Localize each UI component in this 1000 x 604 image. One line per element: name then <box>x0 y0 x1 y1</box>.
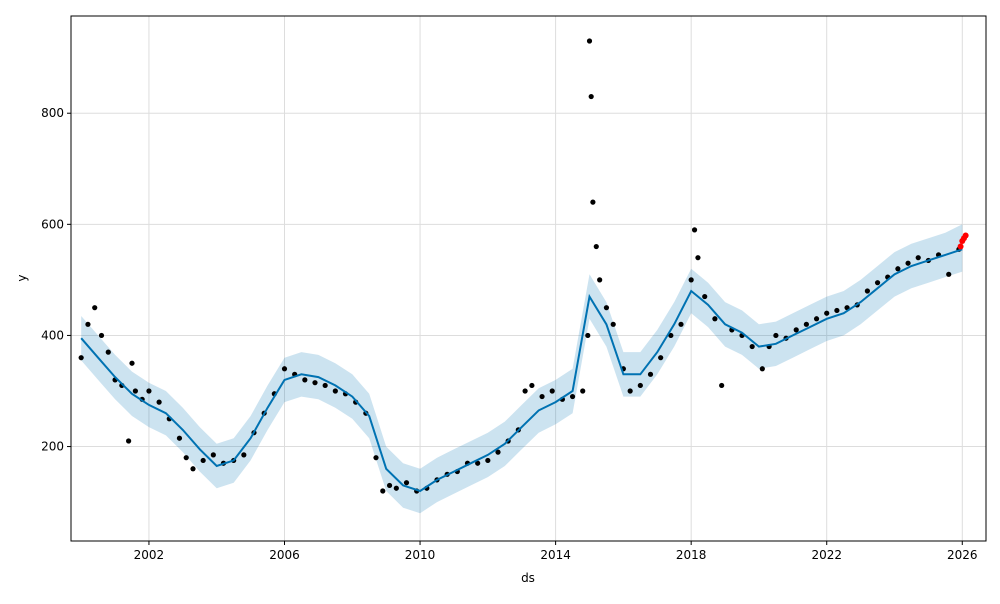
plot-frame <box>70 15 987 542</box>
y-tick-label: 800 <box>41 106 64 120</box>
observed-point <box>281 366 288 372</box>
observed-point <box>146 388 152 394</box>
y-axis-label: y <box>15 274 29 281</box>
y-tick-label: 400 <box>41 328 64 342</box>
observed-point <box>332 388 338 394</box>
observed-point <box>637 382 643 389</box>
observed-point <box>485 457 491 464</box>
observed-point <box>824 310 830 316</box>
observed-point <box>549 388 555 394</box>
observed-point <box>475 460 481 466</box>
x-tick-label: 2026 <box>947 548 978 562</box>
observed-point <box>658 355 664 361</box>
y-axis-ticks: 200 400 600 800 <box>41 106 71 454</box>
observed-point <box>156 399 162 405</box>
observed-point <box>529 382 535 389</box>
observed-point <box>380 488 386 494</box>
observed-point <box>793 327 799 333</box>
observed-point <box>129 360 135 366</box>
observed-point <box>586 38 593 44</box>
forecast-yhat-line <box>80 248 963 493</box>
highlight-point <box>962 232 969 239</box>
observed-point <box>322 382 328 389</box>
x-tick-label: 2014 <box>540 548 571 562</box>
observed-point <box>105 349 111 355</box>
observed-point <box>759 366 765 372</box>
observed-point <box>85 321 91 327</box>
observed-point <box>627 388 633 394</box>
observed-point <box>603 305 610 311</box>
observed-point <box>200 457 206 464</box>
x-tick-label: 2010 <box>405 548 436 562</box>
observed-point <box>712 316 718 322</box>
observed-point <box>688 277 694 283</box>
observed-point <box>92 305 98 311</box>
observed-point <box>719 382 725 389</box>
observed-point <box>522 388 528 394</box>
observed-point <box>210 452 216 458</box>
observed-point <box>98 332 105 339</box>
observed-point <box>588 93 594 100</box>
observed-point <box>393 485 399 491</box>
observed-point <box>834 307 840 314</box>
highlight-point <box>957 243 964 250</box>
y-tick-label: 200 <box>41 440 64 454</box>
observed-point <box>668 332 674 339</box>
observed-point <box>813 316 820 322</box>
observed-point <box>580 388 586 394</box>
observed-points <box>78 38 962 494</box>
observed-point <box>691 227 698 233</box>
observed-point <box>597 277 603 283</box>
observed-point <box>569 393 576 400</box>
observed-point <box>749 343 755 350</box>
observed-point <box>585 332 591 339</box>
observed-point <box>78 355 84 361</box>
y-tick-label: 600 <box>41 217 64 231</box>
observed-point <box>864 288 870 294</box>
observed-point <box>803 321 809 327</box>
x-tick-label: 2002 <box>134 548 165 562</box>
observed-point <box>403 480 410 486</box>
observed-point <box>302 377 308 383</box>
observed-point <box>495 449 501 455</box>
observed-point <box>773 332 779 339</box>
x-axis-label: ds <box>521 571 535 585</box>
observed-point <box>539 393 545 400</box>
observed-point <box>126 438 132 444</box>
observed-point <box>176 435 183 441</box>
observed-point <box>905 260 911 266</box>
observed-point <box>647 371 654 377</box>
observed-point <box>593 243 599 250</box>
observed-point <box>132 388 138 394</box>
observed-point <box>874 280 881 286</box>
highlight-points <box>957 232 969 250</box>
observed-point <box>695 255 701 261</box>
grid <box>71 16 986 541</box>
observed-point <box>895 266 901 272</box>
observed-point <box>312 380 318 386</box>
observed-point <box>590 199 596 205</box>
observed-point <box>183 455 189 461</box>
observed-point <box>610 321 616 327</box>
observed-point <box>946 271 952 277</box>
observed-point <box>678 321 684 327</box>
observed-point <box>702 293 708 300</box>
observed-point <box>190 466 196 472</box>
forecast-line <box>80 248 963 493</box>
observed-point <box>241 452 247 458</box>
x-axis-ticks: 2002 2006 2010 2014 2018 2022 2026 <box>134 541 978 562</box>
x-tick-label: 2022 <box>811 548 842 562</box>
observed-point <box>915 255 921 261</box>
observed-point <box>386 482 393 489</box>
x-tick-label: 2006 <box>269 548 300 562</box>
observed-point <box>373 455 379 461</box>
x-tick-label: 2018 <box>676 548 707 562</box>
